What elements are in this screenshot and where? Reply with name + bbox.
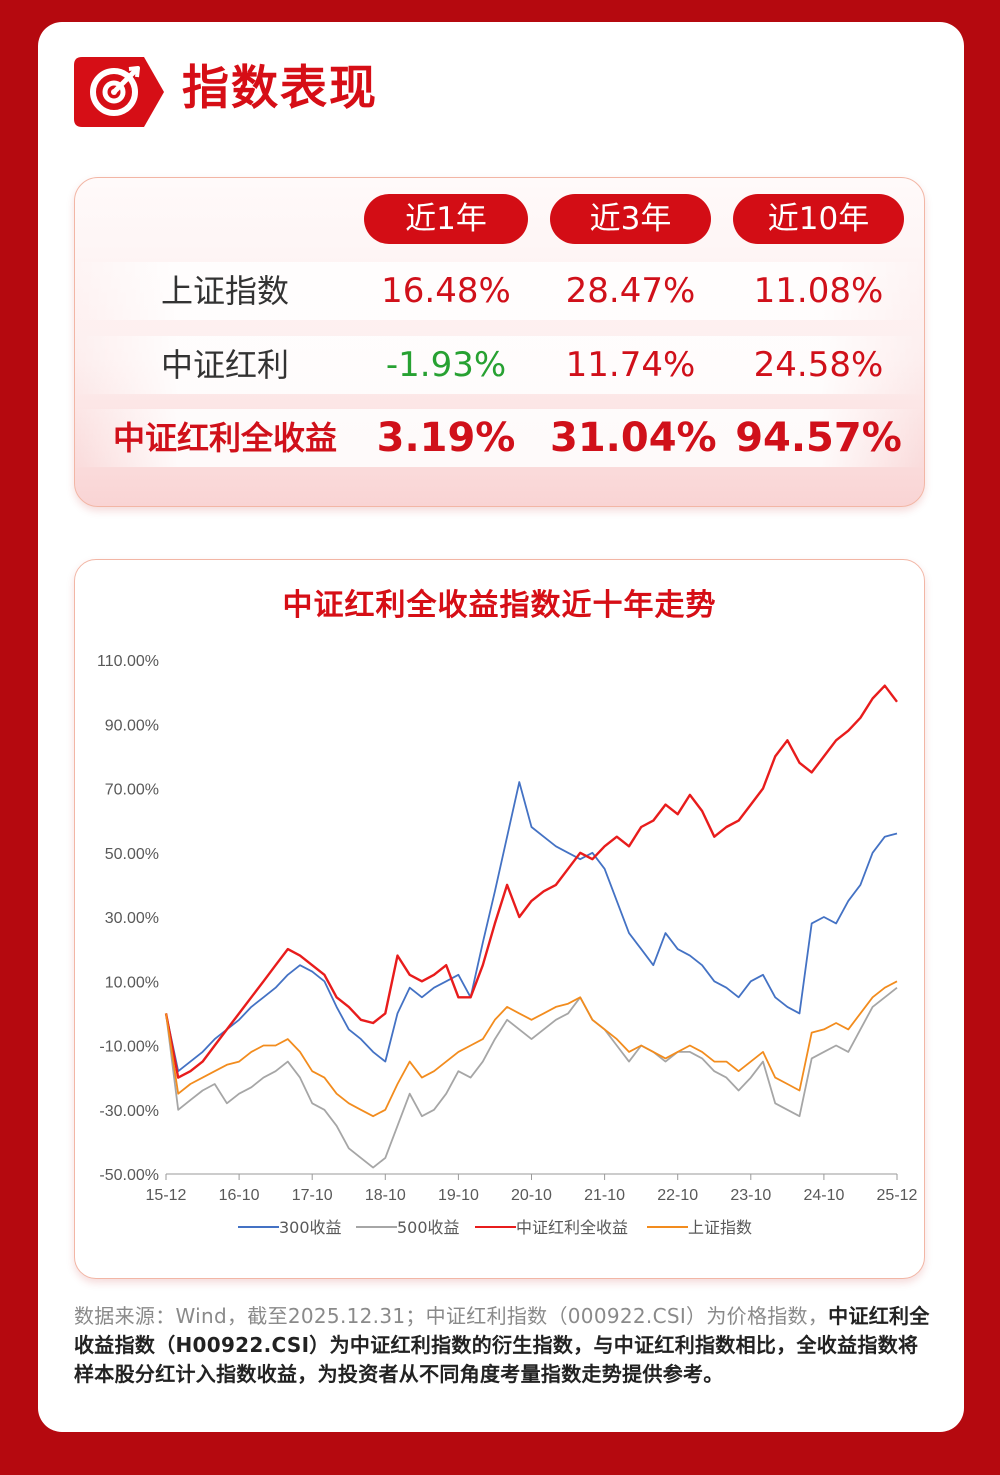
x-tick-label: 23-10	[730, 1187, 771, 1204]
y-tick-label: 110.00%	[97, 653, 159, 670]
page-title: 指数表现	[182, 61, 378, 116]
legend-label: 500收益	[397, 1218, 460, 1237]
x-tick-label: 19-10	[438, 1187, 479, 1204]
x-tick-label: 17-10	[292, 1187, 333, 1204]
y-tick-label: -30.00%	[99, 1103, 159, 1120]
y-tick-label: -50.00%	[99, 1167, 159, 1184]
table-cell: 31.04%	[550, 415, 717, 461]
series-line-1	[165, 986, 898, 1169]
period-header-3y: 近3年	[550, 194, 711, 244]
y-tick-label: -10.00%	[99, 1039, 159, 1056]
table-cell: -1.93%	[385, 345, 507, 385]
series-line-0	[165, 781, 898, 1073]
x-tick-label: 24-10	[803, 1187, 844, 1204]
footnote-description: 中证红利全收益指数（H00922.CSI）为中证红利指数的衍生指数，与中证红利指…	[74, 1304, 930, 1386]
chart-title: 中证红利全收益指数近十年走势	[282, 588, 717, 623]
legend-label: 中证红利全收益	[516, 1218, 628, 1237]
legend-label: 上证指数	[688, 1218, 752, 1237]
table-cell: 16.48%	[381, 271, 511, 311]
line-chart: 110.00% 90.00% 70.00% 50.00% 30.00% 10.00% -10…	[97, 653, 918, 1237]
period-header-10y: 近10年	[733, 194, 904, 244]
table-row-highlight: 中证红利全收益 3.19% 31.04% 94.57%	[75, 409, 924, 467]
table-row: 上证指数 16.48% 28.47% 11.08%	[75, 262, 924, 320]
row-label: 上证指数	[160, 272, 289, 310]
x-tick-label: 16-10	[219, 1187, 260, 1204]
legend-label: 300收益	[279, 1218, 342, 1237]
row-label: 中证红利	[160, 346, 289, 384]
table-row: 中证红利 -1.93% 11.74% 24.58%	[75, 336, 924, 394]
x-tick-label: 25-12	[877, 1187, 918, 1204]
y-tick-label: 10.00%	[105, 974, 159, 991]
table-cell: 28.47%	[565, 271, 696, 311]
footnote-source: 数据来源：Wind，截至2025.12.31；中证红利指数（000922.CSI…	[74, 1304, 829, 1328]
x-tick-label: 15-12	[146, 1187, 187, 1204]
period-header-1y: 近1年	[364, 194, 528, 244]
table-cell: 24.58%	[753, 345, 884, 385]
table-cell: 11.74%	[565, 345, 696, 385]
table-cell: 94.57%	[735, 415, 902, 461]
x-tick-label: 20-10	[511, 1187, 552, 1204]
x-tick-label: 21-10	[584, 1187, 625, 1204]
table-cell: 3.19%	[376, 415, 516, 461]
y-tick-label: 30.00%	[105, 910, 159, 927]
x-tick-label: 22-10	[657, 1187, 698, 1204]
footnote: 数据来源：Wind，截至2025.12.31；中证红利指数（000922.CSI…	[74, 1302, 930, 1389]
chart-panel: 中证红利全收益指数近十年走势 110.00% 90.00% 70.00% 50.00%…	[74, 559, 925, 1279]
performance-table: 近1年 近3年 近10年 上证指数 16.48% 28.47% 11.08% 中…	[74, 177, 925, 507]
x-tick-label: 18-10	[365, 1187, 406, 1204]
target-arrow-icon	[74, 57, 164, 127]
y-tick-label: 90.00%	[105, 717, 159, 734]
series-line-2	[164, 684, 898, 1079]
table-cell: 11.08%	[753, 271, 884, 311]
y-tick-label: 50.00%	[105, 846, 159, 863]
y-tick-label: 70.00%	[105, 782, 159, 799]
series-line-3	[165, 980, 898, 1118]
row-label: 中证红利全收益	[112, 419, 337, 457]
